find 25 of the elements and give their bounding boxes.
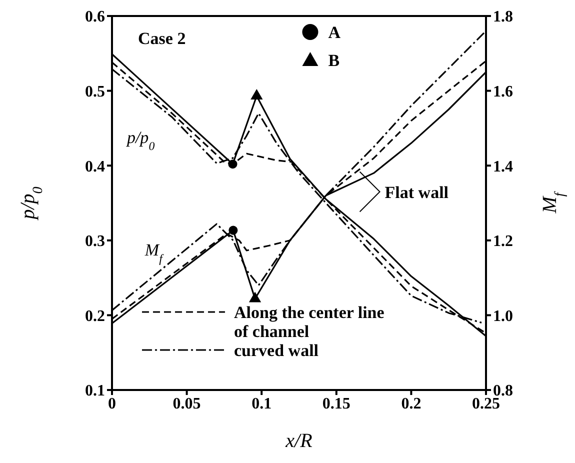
annotation: Case 2 xyxy=(138,29,186,48)
x-tick-label: 0.2 xyxy=(401,395,422,412)
x-axis-title: x/R xyxy=(284,430,312,452)
y2-tick-label: 1.8 xyxy=(493,8,513,26)
x-tick-label: 0 xyxy=(108,395,116,412)
y2-tick-label: 1.4 xyxy=(493,158,513,176)
annotation: Flat wall xyxy=(384,182,449,202)
y2-tick-label: 1.0 xyxy=(493,308,513,325)
x-tick-label: 0.05 xyxy=(172,395,201,412)
y-tick-label: 0.4 xyxy=(85,158,105,176)
legend-label: B xyxy=(328,51,340,70)
y-tick-label: 0.1 xyxy=(85,382,105,400)
annotation: p/p$_{0}$ xyxy=(126,128,155,154)
x-tick-label: 0.25 xyxy=(472,395,500,412)
x-tick-label: 0.1 xyxy=(252,395,272,412)
y-tick-label: 0.3 xyxy=(85,233,105,250)
y-tick-label: 0.2 xyxy=(85,308,105,325)
y2-tick-label: 1.6 xyxy=(493,83,513,100)
annotation: M$_{f}$ xyxy=(144,240,164,266)
legend-label: A xyxy=(328,23,342,42)
y-tick-label: 0.6 xyxy=(85,8,105,26)
legend-label: curved wall xyxy=(234,341,319,360)
x-tick-label: 0.15 xyxy=(322,395,350,412)
y2-tick-label: 1.2 xyxy=(493,233,513,250)
y-tick-label: 0.5 xyxy=(85,83,105,100)
